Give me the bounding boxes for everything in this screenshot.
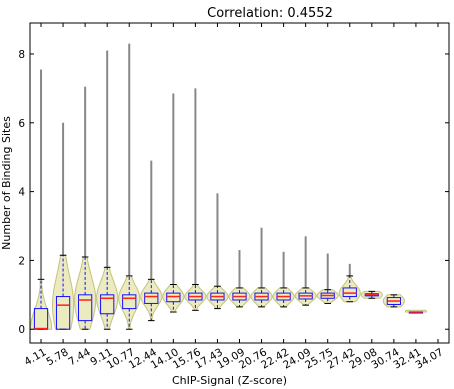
box: [342, 287, 357, 298]
y-tick-label: 0: [18, 324, 25, 336]
x-axis-label: ChIP-Signal (Z-score): [172, 374, 287, 387]
y-axis-label: Number of Binding Sites: [0, 116, 13, 250]
violins: [29, 254, 427, 330]
y-tick-label: 6: [18, 118, 25, 130]
boxes: [33, 43, 424, 330]
y-tick-label: 8: [18, 49, 25, 61]
box: [78, 294, 93, 322]
y-ticks: 0 2 4 6 8: [18, 49, 449, 336]
chart-title: Correlation: 0.4552: [207, 6, 333, 21]
box: [100, 294, 115, 315]
y-tick-label: 4: [18, 187, 25, 199]
plot-frame: [29, 22, 450, 344]
box: [166, 292, 181, 303]
box: [55, 296, 71, 330]
box: [144, 292, 159, 304]
y-tick-label: 2: [18, 255, 25, 267]
box: [122, 294, 137, 310]
